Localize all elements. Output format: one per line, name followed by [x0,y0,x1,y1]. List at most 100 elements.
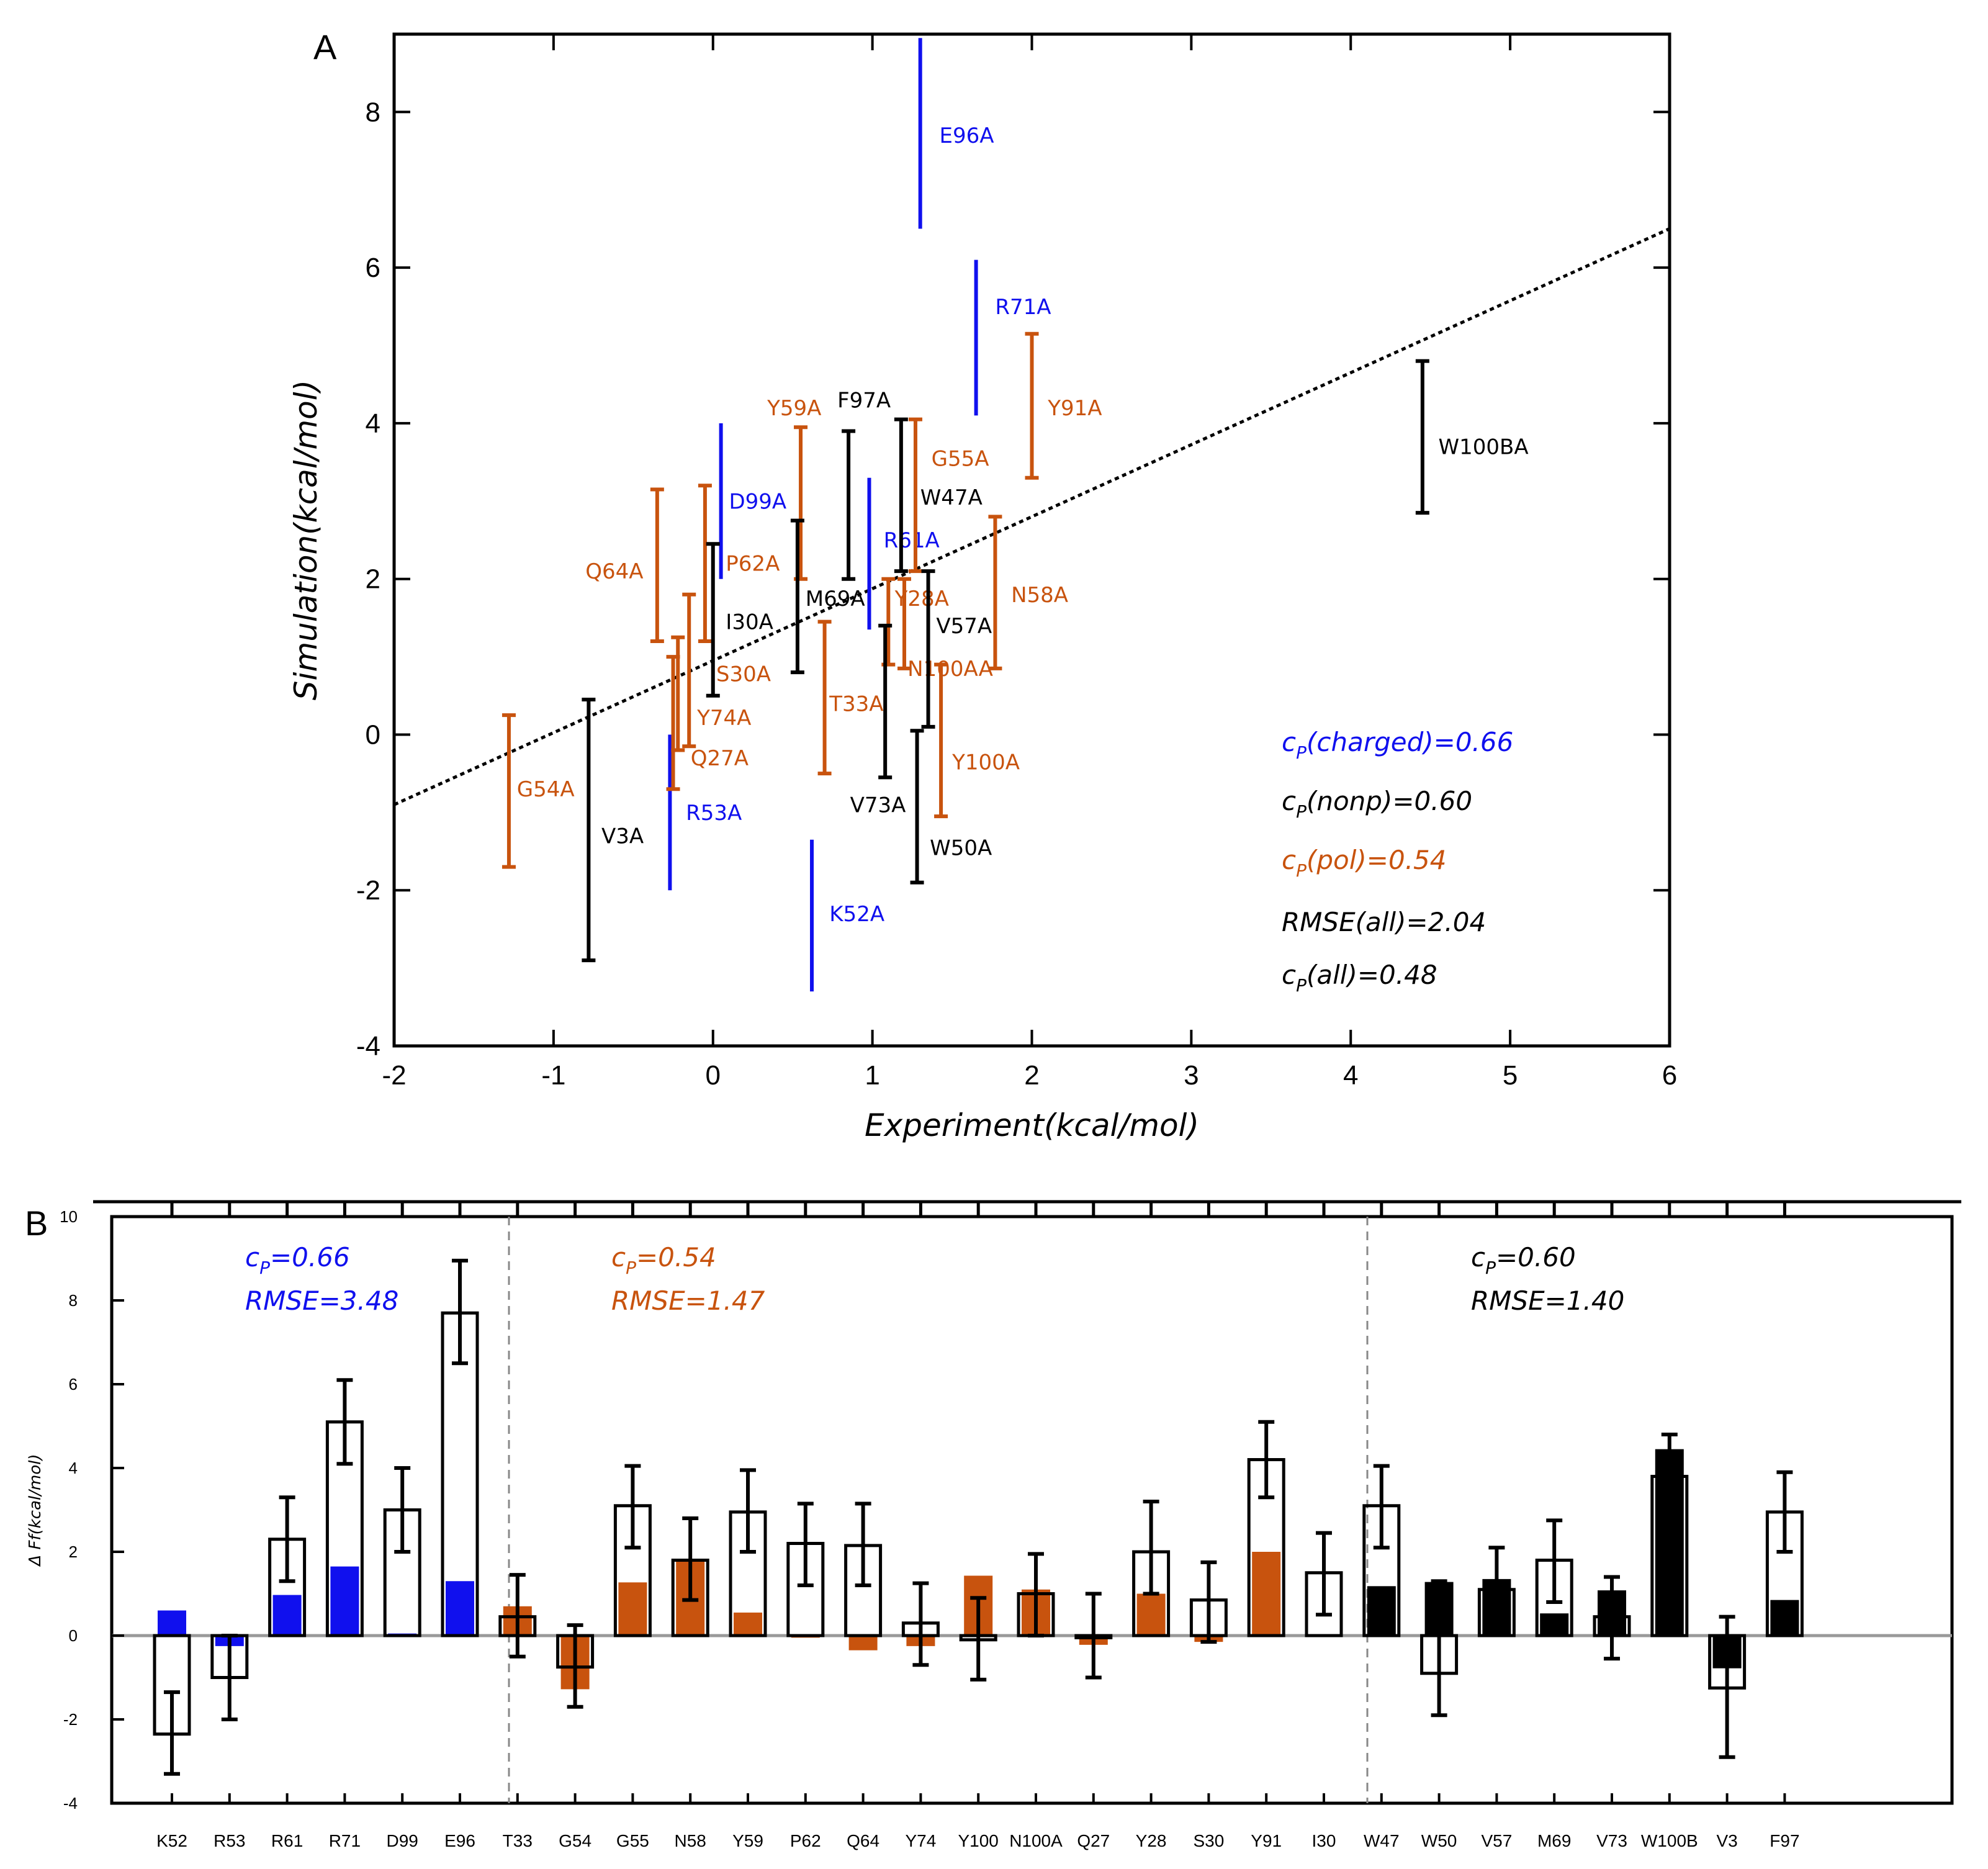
bar-group-w47: W47 [1362,1464,1401,1850]
stat-annotation: RMSE(all)=2.04 [1282,907,1486,937]
bar-group-y74: Y74 [901,1581,940,1850]
bar-group-q27: Q27 [1074,1592,1113,1850]
y-tick-label: 2 [366,564,380,595]
mutation-point-y74a: Y74A [666,655,751,791]
mutation-point-v3a: V3A [582,698,644,963]
point-label: R61A [884,528,940,553]
y-tick-label: -4 [63,1794,78,1813]
mutation-point-n58a: N58A [988,515,1068,670]
mutation-point-p62a: P62A [698,484,780,643]
bar-group-y91: Y91 [1247,1420,1285,1850]
category-label: R71 [329,1831,361,1850]
mutation-point-d99a: D99A [719,423,786,579]
panel-b-frame [110,1215,1954,1805]
point-label: S30A [716,662,771,687]
y-tick-label: 4 [366,408,380,439]
mutation-point-s30a: S30A [671,635,771,752]
category-label: D99 [387,1831,418,1850]
point-label: W50A [930,835,992,860]
y-tick-label: 10 [60,1207,78,1226]
bar-group-g55: G55 [613,1464,652,1850]
category-label: V73 [1596,1831,1627,1850]
x-tick-label: 0 [706,1060,721,1091]
y-tick-label: 0 [366,719,380,750]
category-label: Q27 [1077,1831,1110,1850]
point-label: V73A [850,793,906,817]
category-label: Y28 [1136,1831,1167,1850]
group-rmse-label: RMSE=1.47 [611,1286,765,1316]
x-tick-label: 3 [1184,1060,1199,1091]
x-tick-label: 4 [1343,1060,1358,1091]
bar-group-w50: W50 [1420,1579,1459,1850]
bar-group-v3: V3 [1708,1615,1747,1850]
y-tick-label: 4 [69,1459,78,1477]
mutation-point-y100a: Y100A [934,662,1020,819]
bar-group-w100b: W100B [1641,1433,1698,1850]
mutation-point-m69a: M69A [790,518,865,675]
mutation-point-y91a: Y91A [1025,331,1102,480]
point-label: K52A [829,902,884,927]
mutation-point-r71a: R71A [974,259,1051,416]
point-label: N58A [1011,583,1068,608]
y-tick-label: 8 [69,1291,78,1310]
point-label: R53A [686,801,742,826]
category-label: M69 [1537,1831,1571,1850]
bar-group-p62: P62 [786,1502,825,1850]
category-label: T33 [503,1831,533,1850]
x-tick-label: -1 [541,1060,565,1091]
point-label: V3A [601,824,644,849]
category-label: E96 [444,1831,475,1850]
mutation-point-r61a: R61A [867,477,940,630]
regression-fit-line [393,227,1671,806]
bar-group-q64: Q64 [844,1502,883,1850]
x-tick-label: 6 [1662,1060,1677,1091]
mutation-point-w47a: W47A [894,417,983,574]
point-label: W47A [920,485,983,510]
mutation-point-g54a: G54A [501,713,575,869]
category-label: V57 [1481,1831,1512,1850]
bar-group-d99: D99 [383,1466,421,1850]
category-label: F97 [1770,1831,1799,1850]
x-axis-label: Experiment(kcal/mol) [865,1107,1199,1143]
x-tick-label: -2 [382,1060,406,1091]
experiment-bar [272,1595,302,1636]
category-label: W100B [1641,1831,1698,1850]
panel-a: A-2 -1 0 1 2 3 4 5 6-4-202468Experiment(kcal/mol… [288,27,1677,1143]
point-label: G54A [517,777,575,802]
mutation-point-v73a: V73A [850,623,906,817]
bar-group-f97: F97 [1765,1470,1804,1850]
point-label: N100AA [907,657,993,682]
y-tick-label: -2 [63,1710,78,1729]
bar-group-y28: Y28 [1132,1500,1171,1850]
bar-group-r53: R53 [210,1634,249,1850]
x-tick-label: 1 [865,1060,879,1091]
mutation-point-i30a: I30A [706,542,773,698]
y-tick-label: 8 [366,97,380,127]
point-label: G55A [932,446,989,471]
point-label: R71A [995,295,1051,320]
bar-group-r71: R71 [325,1378,364,1850]
y-tick-label: 0 [69,1626,78,1645]
experiment-bar [158,1610,186,1636]
category-label: W50 [1421,1831,1457,1850]
x-tick-label: 5 [1503,1060,1518,1091]
y-tick-label: 6 [366,253,380,283]
point-label: Y28A [894,587,949,611]
experiment-bar [446,1581,474,1636]
panel-a-frame [392,32,1671,1048]
category-label: K52 [156,1831,187,1850]
y-axis-label: Simulation(kcal/mol) [288,380,324,700]
group-rmse-label: RMSE=1.40 [1471,1286,1624,1316]
point-label: Q64A [585,559,643,584]
point-label: Y100A [951,750,1020,775]
category-label: V3 [1716,1831,1737,1850]
category-label: Y74 [905,1831,936,1850]
experiment-bar [848,1636,878,1651]
bar-group-v73: V73 [1593,1575,1631,1850]
bar-group-g54: G54 [556,1623,595,1850]
point-label: W100BA [1439,435,1529,460]
y-tick-label: 2 [69,1542,78,1561]
experiment-bar [1136,1593,1166,1636]
category-label: R53 [214,1831,245,1850]
point-label: V57A [936,614,992,639]
